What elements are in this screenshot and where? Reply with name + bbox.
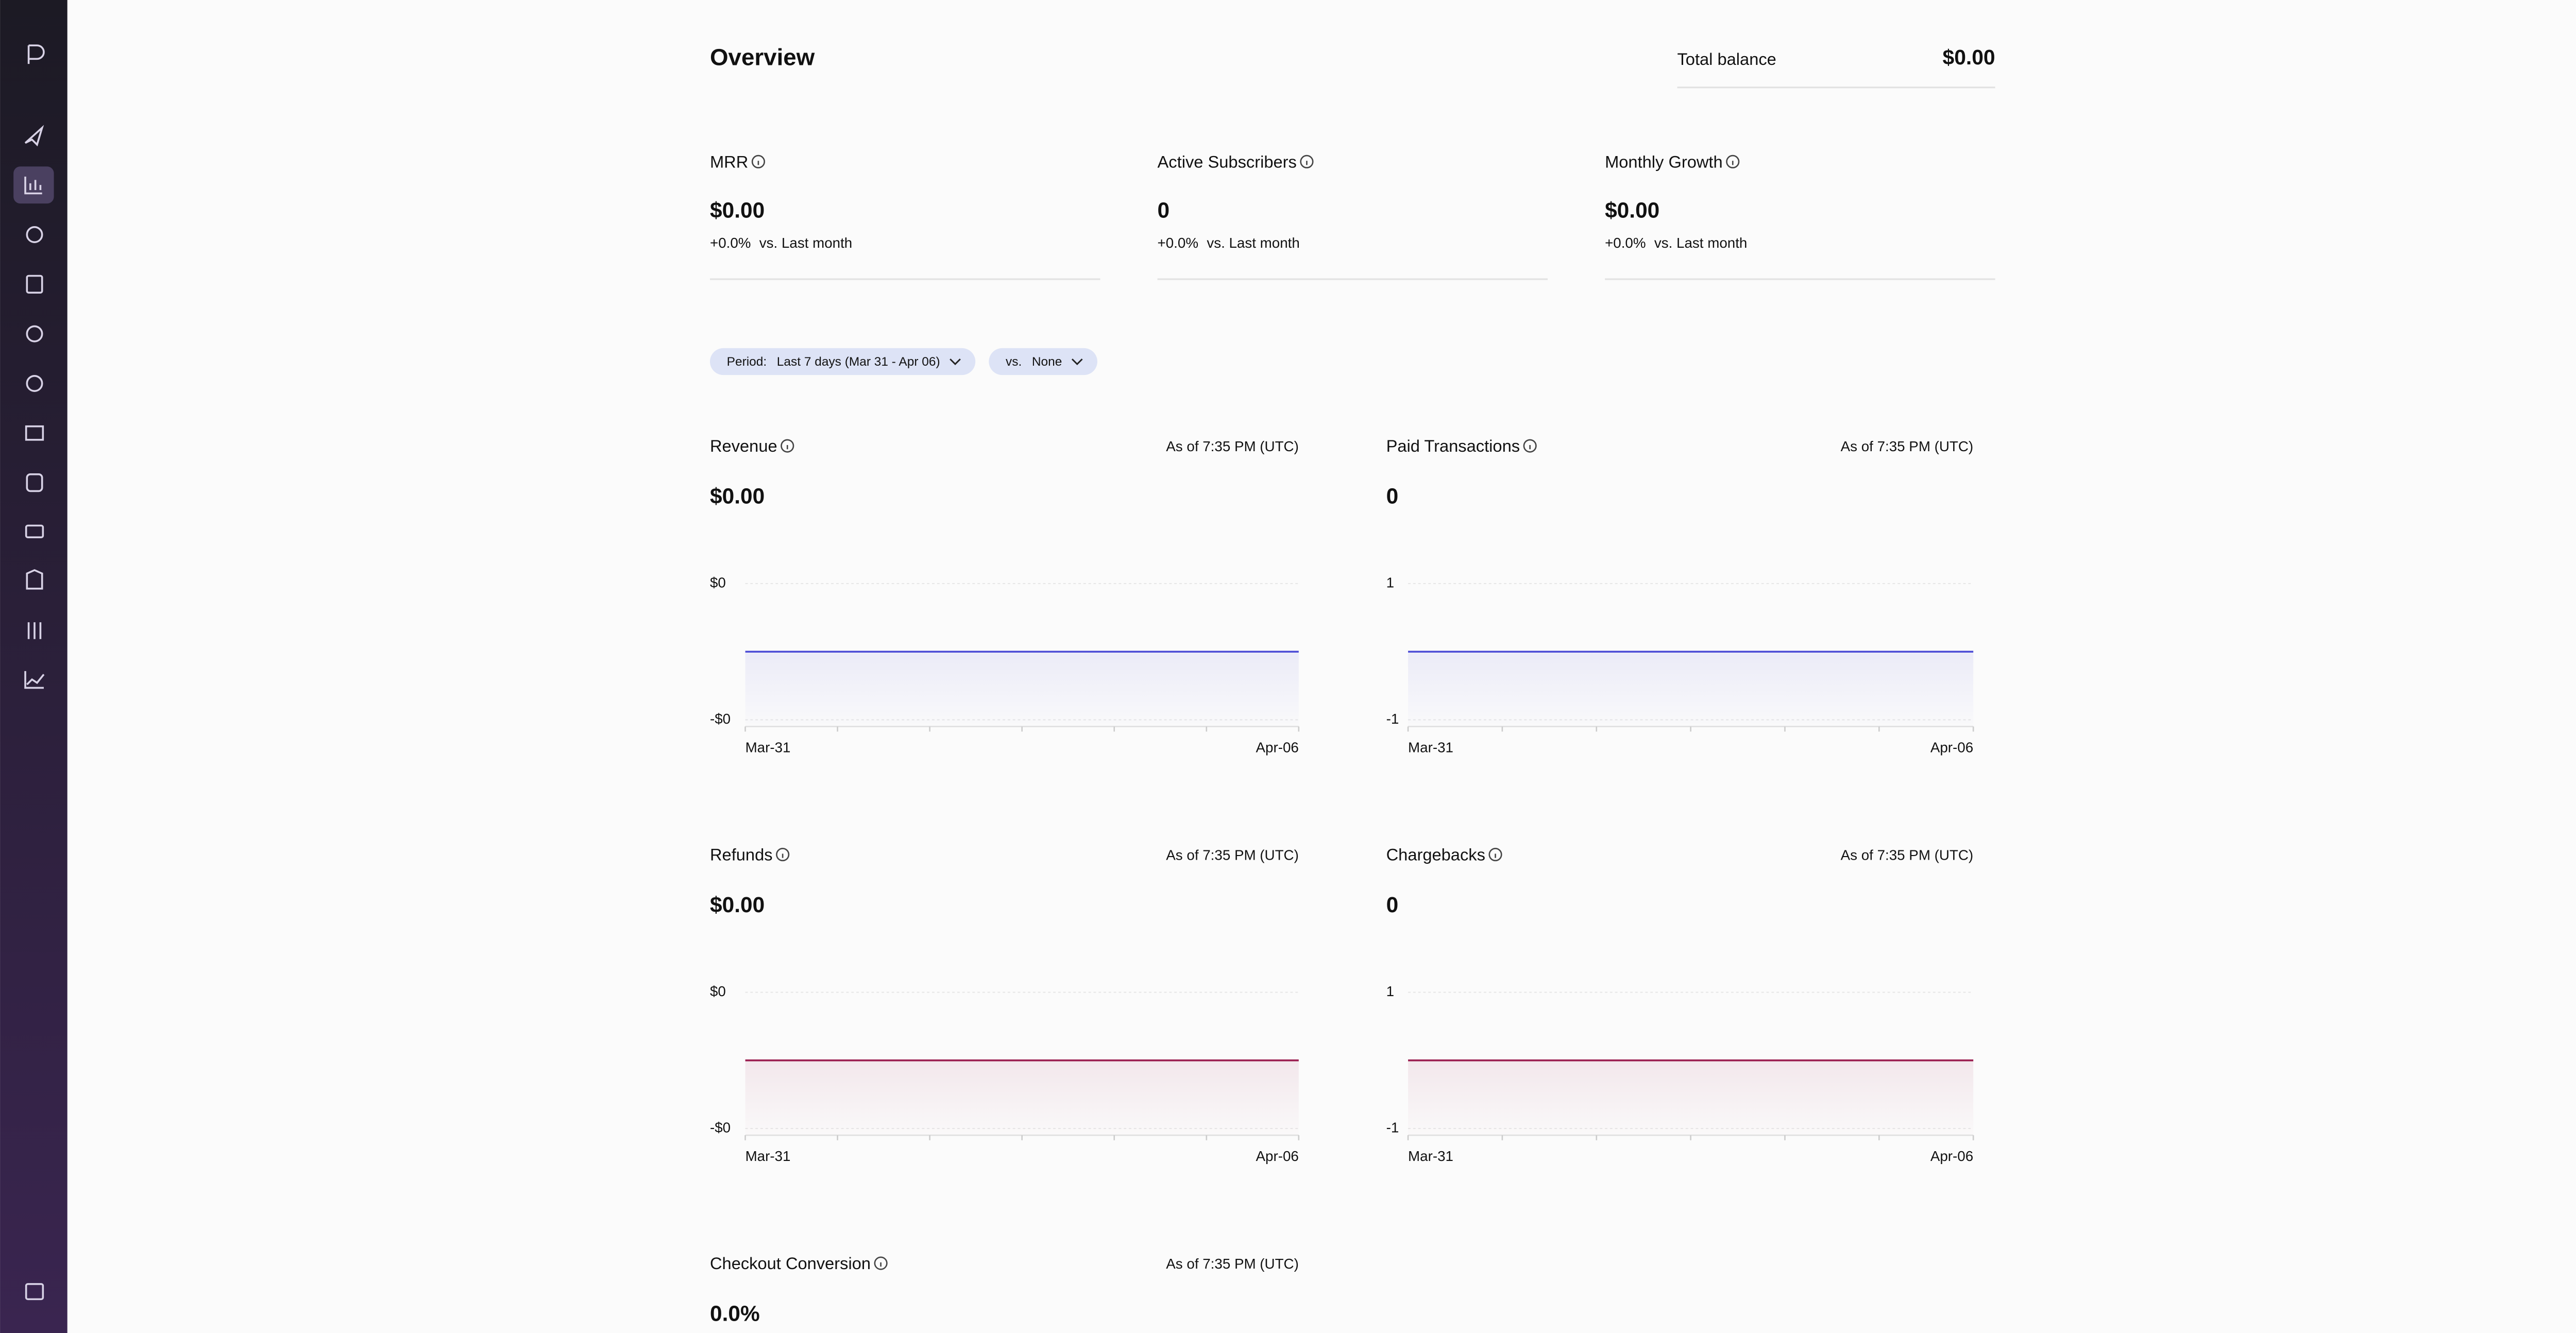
info-icon[interactable] bbox=[1726, 155, 1740, 168]
chart-title: Checkout Conversion bbox=[710, 1254, 871, 1273]
chart-total: 0 bbox=[1386, 893, 1399, 917]
x-tick-label: Mar-31 bbox=[1408, 739, 1453, 755]
y-tick-label: -1 bbox=[1386, 1119, 1399, 1135]
nav-icon[interactable] bbox=[25, 1283, 44, 1301]
nav-icon[interactable] bbox=[26, 569, 43, 590]
nav-icon[interactable] bbox=[24, 125, 44, 147]
info-icon[interactable] bbox=[874, 1256, 888, 1270]
chart-total: 0.0% bbox=[710, 1302, 760, 1326]
info-icon[interactable] bbox=[1300, 155, 1314, 168]
metric-comparison: vs. Last month bbox=[759, 235, 852, 251]
nav-icon[interactable] bbox=[26, 325, 43, 343]
info-icon[interactable] bbox=[781, 439, 794, 453]
chart-title: Revenue bbox=[710, 436, 777, 455]
metric-change: +0.0% bbox=[1605, 235, 1646, 251]
info-icon[interactable] bbox=[1488, 848, 1502, 862]
x-tick-label: Mar-31 bbox=[1408, 1148, 1453, 1164]
chart-title: Refunds bbox=[710, 845, 773, 864]
sidebar bbox=[0, 0, 67, 1333]
y-tick-label: 1 bbox=[1386, 983, 1394, 999]
y-tick-label: 1 bbox=[1386, 574, 1394, 590]
info-icon[interactable] bbox=[1523, 439, 1537, 453]
x-tick-label: Mar-31 bbox=[745, 739, 791, 755]
filter-value: Last 7 days (Mar 31 - Apr 06) bbox=[777, 355, 940, 369]
metric-value: $0.00 bbox=[710, 198, 765, 223]
nav-icon[interactable] bbox=[25, 524, 44, 539]
nav-icon[interactable] bbox=[25, 425, 44, 441]
nav-icon[interactable] bbox=[26, 473, 43, 492]
metric-label: Active Subscribers bbox=[1158, 152, 1297, 171]
area bbox=[745, 652, 1299, 727]
y-tick-label: $0 bbox=[710, 574, 726, 590]
filter-pill[interactable] bbox=[709, 348, 976, 375]
page-title: Overview bbox=[710, 44, 815, 70]
x-tick-label: Apr-06 bbox=[1256, 1148, 1299, 1164]
as-of: As of 7:35 PM (UTC) bbox=[1841, 438, 1974, 454]
nav-icon[interactable] bbox=[26, 275, 43, 294]
metric-label: Monthly Growth bbox=[1605, 152, 1723, 171]
nav-icon[interactable] bbox=[26, 226, 43, 243]
x-tick-label: Apr-06 bbox=[1930, 739, 1973, 755]
chart-title: Chargebacks bbox=[1386, 845, 1485, 864]
logo[interactable] bbox=[27, 44, 45, 64]
chevron bbox=[1071, 358, 1083, 365]
balance-label: Total balance bbox=[1677, 49, 1776, 69]
chart-total: $0.00 bbox=[710, 484, 765, 508]
as-of: As of 7:35 PM (UTC) bbox=[1841, 847, 1974, 863]
metric-comparison: vs. Last month bbox=[1654, 235, 1747, 251]
chart-total: $0.00 bbox=[710, 893, 765, 917]
info-icon[interactable] bbox=[751, 155, 765, 168]
area bbox=[1408, 1060, 1974, 1136]
y-tick-label: $0 bbox=[710, 983, 726, 999]
metric-value: 0 bbox=[1158, 198, 1170, 223]
x-tick-label: Apr-06 bbox=[1930, 1148, 1973, 1164]
x-tick-label: Apr-06 bbox=[1256, 739, 1299, 755]
area bbox=[1408, 652, 1974, 727]
y-tick-label: -1 bbox=[1386, 711, 1399, 727]
filter-label: vs. bbox=[1006, 355, 1022, 369]
nav-icon[interactable] bbox=[27, 622, 42, 639]
metric-comparison: vs. Last month bbox=[1207, 235, 1299, 251]
metric-change: +0.0% bbox=[710, 235, 751, 251]
metric-change: +0.0% bbox=[1158, 235, 1198, 251]
x-tick-label: Mar-31 bbox=[745, 1148, 791, 1164]
nav-icon[interactable] bbox=[26, 374, 43, 392]
chart-title: Paid Transactions bbox=[1386, 436, 1520, 455]
balance-value: $0.00 bbox=[1943, 45, 1995, 69]
as-of: As of 7:35 PM (UTC) bbox=[1166, 1256, 1299, 1272]
chevron bbox=[950, 358, 961, 365]
filter-value: None bbox=[1032, 355, 1062, 369]
chart-total: 0 bbox=[1386, 484, 1399, 508]
metric-value: $0.00 bbox=[1605, 198, 1659, 223]
info-icon[interactable] bbox=[776, 848, 790, 862]
nav-active-bg bbox=[13, 166, 54, 204]
filter-label: Period: bbox=[727, 355, 767, 369]
y-tick-label: -$0 bbox=[710, 1119, 731, 1135]
nav-icon[interactable] bbox=[24, 176, 42, 195]
nav-icon[interactable] bbox=[24, 671, 45, 689]
filter-pill[interactable] bbox=[989, 348, 1097, 375]
sidebar-bg bbox=[0, 0, 67, 1333]
as-of: As of 7:35 PM (UTC) bbox=[1166, 847, 1299, 863]
as-of: As of 7:35 PM (UTC) bbox=[1166, 438, 1299, 454]
y-tick-label: -$0 bbox=[710, 711, 731, 727]
metric-label: MRR bbox=[710, 152, 748, 171]
area bbox=[745, 1060, 1299, 1136]
